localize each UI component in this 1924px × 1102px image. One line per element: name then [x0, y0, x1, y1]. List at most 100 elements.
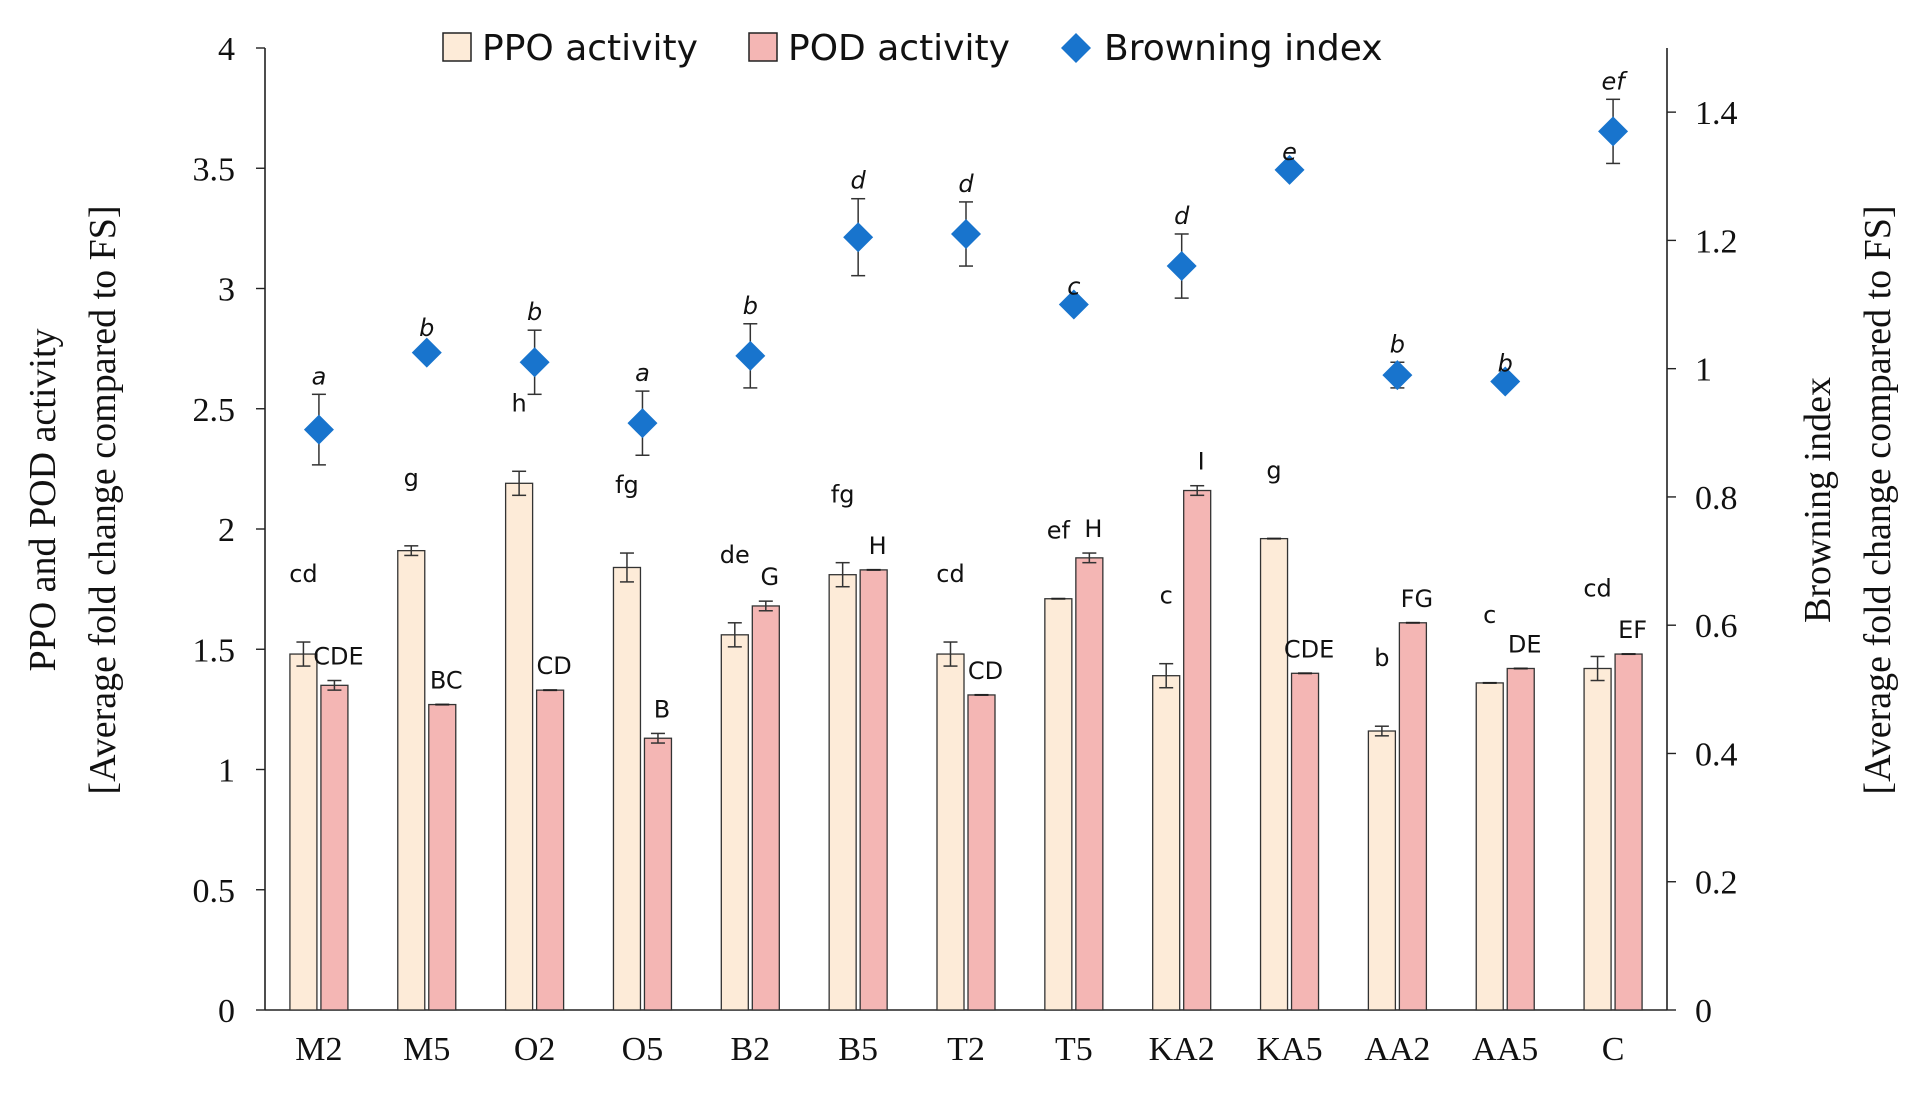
x-tick-label: O5	[622, 1031, 664, 1068]
pod-significance-label: CDE	[1284, 635, 1334, 663]
legend-marker-browning	[1061, 33, 1091, 63]
browning-index-point	[1382, 360, 1413, 391]
x-tick-label: AA2	[1364, 1031, 1430, 1068]
legend-swatch-ppo	[442, 32, 472, 62]
browning-significance-label: a	[312, 362, 327, 390]
browning-index-point	[1598, 116, 1629, 147]
ppo-bar	[612, 566, 642, 1011]
pod-significance-label: H	[1084, 515, 1102, 543]
x-tick-label: B2	[730, 1031, 770, 1068]
right-tick-label: 0	[1695, 993, 1712, 1030]
browning-significance-label: e	[1282, 138, 1297, 166]
left-tick-label: 3.5	[193, 151, 236, 188]
ppo-bar	[1475, 682, 1504, 1011]
left-axis-title-line2: [Average fold change compared to FS]	[82, 205, 124, 794]
pod-bar	[1183, 489, 1212, 1011]
ppo-bar	[1259, 537, 1289, 1011]
ppo-error-bar	[727, 622, 742, 648]
right-tick-label: 0.6	[1695, 608, 1738, 645]
browning-index-point	[411, 337, 442, 368]
pod-significance-label: I	[1198, 448, 1205, 476]
browning-index-point	[843, 222, 874, 253]
pod-bar	[859, 569, 888, 1011]
points-layer	[303, 98, 1629, 466]
ppo-bar	[828, 574, 857, 1011]
left-tick-label: 0	[218, 993, 235, 1030]
left-tick-label: 3	[218, 272, 235, 309]
browning-index-point	[735, 340, 766, 371]
x-tick-label: T2	[947, 1031, 985, 1068]
browning-significance-label: d	[958, 170, 974, 198]
pod-error-bar	[1190, 484, 1205, 497]
browning-significance-label: ef	[1601, 67, 1628, 95]
pod-significance-label: CD	[968, 657, 1003, 685]
pod-significance-label: CDE	[313, 643, 363, 671]
ppo-significance-label: de	[720, 541, 750, 569]
ppo-error-bar	[1590, 655, 1605, 682]
browning-significance-label: a	[635, 359, 650, 387]
pod-bar	[643, 737, 673, 1011]
left-tick-label: 2	[218, 512, 235, 549]
browning-index-point	[951, 218, 981, 249]
ppo-significance-label: c	[1160, 582, 1173, 610]
pod-significance-label: G	[761, 563, 780, 591]
pod-bar	[1506, 667, 1535, 1011]
browning-significance-label: b	[1390, 330, 1405, 358]
browning-index-point	[1166, 251, 1197, 282]
ppo-significance-label: cd	[1583, 574, 1611, 602]
pod-significance-label: CD	[536, 652, 571, 680]
pod-significance-label: EF	[1618, 616, 1647, 644]
ppo-significance-label: fg	[615, 471, 639, 499]
right-axis-title-line1: Browning index	[1797, 377, 1839, 623]
pod-significance-label: B	[654, 695, 670, 723]
ppo-error-bar	[404, 545, 419, 557]
left-tick-label: 4	[218, 31, 235, 68]
right-tick-label: 1	[1695, 352, 1712, 389]
browning-significance-label: b	[1498, 349, 1513, 377]
pod-bar	[751, 605, 780, 1011]
right-axis-title-line2: [Average fold change compared to FS]	[1857, 205, 1899, 794]
pod-significance-label: DE	[1508, 630, 1542, 658]
browning-significance-label: d	[1174, 202, 1190, 230]
ppo-bar	[1367, 730, 1397, 1011]
bars-layer	[289, 470, 1643, 1011]
browning-index-point	[1490, 366, 1521, 397]
ppo-error-bar	[943, 641, 958, 667]
pod-significance-label: BC	[430, 667, 463, 695]
legend-label-ppo: PPO activity	[482, 28, 698, 69]
ppo-significance-label: h	[512, 389, 527, 417]
ppo-significance-label: g	[404, 464, 419, 492]
ppo-significance-label: b	[1374, 644, 1389, 672]
ppo-bar	[1152, 675, 1181, 1011]
pod-bar	[428, 703, 457, 1011]
browning-significance-label: b	[419, 314, 434, 342]
ppo-significance-label: ef	[1047, 517, 1071, 545]
browning-index-point	[1274, 154, 1305, 185]
x-tick-label: C	[1602, 1031, 1625, 1068]
browning-significance-label: c	[1067, 273, 1080, 301]
ppo-error-bar	[619, 552, 634, 583]
ppo-error-bar	[1159, 662, 1174, 689]
browning-significance-label: b	[743, 292, 758, 320]
ppo-bar	[720, 634, 749, 1011]
x-tick-label: AA5	[1472, 1031, 1538, 1068]
ppo-bar	[936, 653, 965, 1011]
ppo-bar	[397, 549, 426, 1011]
ppo-significance-label: c	[1483, 601, 1496, 629]
pod-error-bar	[327, 679, 342, 691]
ppo-error-bar	[512, 470, 527, 497]
ppo-error-bar	[1374, 725, 1389, 737]
left-axis-title-line1: PPO and POD activity	[22, 328, 64, 671]
ppo-error-bar	[835, 561, 850, 588]
pod-bar	[967, 694, 996, 1011]
right-tick-label: 0.4	[1695, 736, 1738, 773]
ppo-significance-label: fg	[831, 481, 855, 509]
x-tick-label: M5	[403, 1031, 450, 1068]
browning-significance-label: b	[527, 298, 542, 326]
legend-label-pod: POD activity	[788, 28, 1010, 69]
pod-error-bar	[758, 600, 773, 612]
left-tick-label: 0.5	[193, 873, 236, 910]
pod-bar	[1290, 672, 1320, 1011]
x-tick-label: KA2	[1149, 1031, 1215, 1068]
